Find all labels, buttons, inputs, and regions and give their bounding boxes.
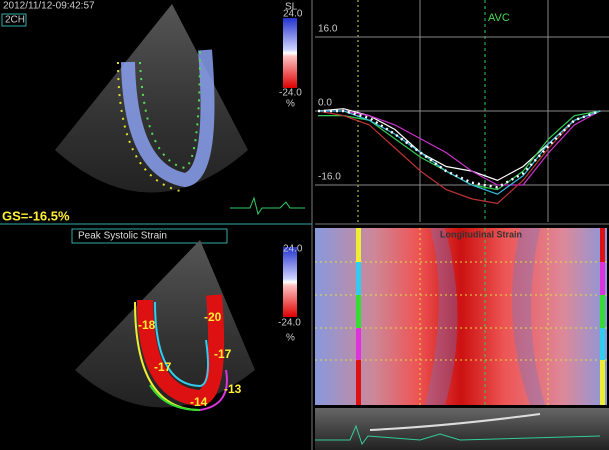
y-tick-label: 0.0 (318, 98, 332, 109)
scale-min: -24.0 (278, 318, 301, 329)
m-mode-line (369, 413, 541, 431)
strain-curve (317, 108, 601, 182)
segment-outline (149, 384, 201, 411)
lv-wall-band (121, 49, 215, 188)
map-band (425, 228, 545, 405)
strain-curve (318, 110, 601, 186)
timestamp: 2012/11/12-09:42:57 (3, 1, 95, 12)
ecg (230, 196, 305, 216)
scale-title: SL (285, 2, 298, 13)
y-tick-label: 16.0 (318, 24, 338, 35)
strain-map (315, 228, 607, 405)
global-strain: GS=-16.5% (2, 208, 70, 223)
segment-label: -20 (204, 310, 222, 324)
scale-max: 24.0 (283, 9, 303, 20)
view-label: 2CH (5, 15, 25, 26)
segment-band (137, 294, 225, 407)
scale-max: 24.0 (283, 244, 303, 255)
strain-curve (317, 110, 601, 205)
segment-outline (199, 369, 228, 411)
color-bar (283, 18, 297, 88)
segment-label: -14 (190, 395, 208, 409)
strain-curve (318, 110, 601, 195)
scale-unit: % (286, 333, 295, 344)
scale-unit: % (286, 99, 295, 110)
segment-label: -18 (138, 318, 156, 332)
view-box (1, 13, 27, 27)
segment-outline (154, 301, 209, 388)
segment-label: -17 (214, 347, 232, 361)
segment-label: -17 (154, 360, 172, 374)
annotation: AVC (488, 12, 510, 24)
segment-labels: -18 -20 -17 -17 -14 -13 (138, 310, 242, 409)
segment-bar (356, 228, 605, 405)
ecg-strip (315, 408, 609, 450)
map-title: Longitudinal Strain (440, 229, 522, 239)
panel-title: Peak Systolic Strain (78, 231, 167, 242)
map-grid (315, 228, 607, 405)
segment-label: -13 (224, 382, 242, 396)
strain-curve (318, 109, 601, 189)
y-tick-label: -16.0 (318, 172, 341, 183)
panel-title-box (71, 228, 228, 244)
ecg (315, 424, 601, 446)
scale-min: -24.0 (279, 88, 302, 99)
color-bar (283, 247, 297, 317)
